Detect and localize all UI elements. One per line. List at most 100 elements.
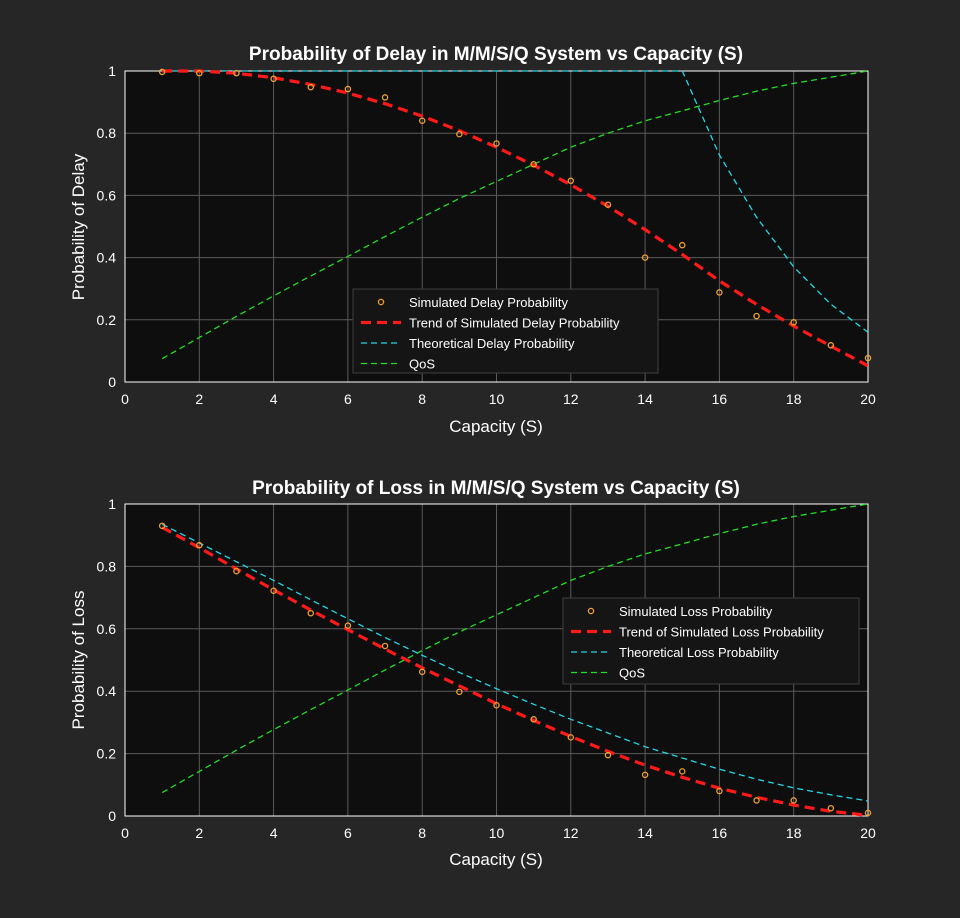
delay-series-trend-of-simulated-delay-probability	[162, 69, 868, 368]
delay-x-tick-label: 6	[344, 391, 352, 407]
loss-y-tick-label: 0.8	[97, 558, 117, 574]
delay-simulated-point	[233, 69, 240, 77]
loss-x-tick-label: 4	[270, 825, 278, 841]
delay-simulated-point	[307, 83, 314, 91]
loss-legend	[562, 597, 860, 685]
loss-simulated-point	[158, 522, 166, 530]
loss-chart-ylabel: Probability of Loss	[69, 591, 88, 730]
loss-x-tick-label: 20	[860, 825, 876, 841]
loss-x-tick-label: 14	[637, 825, 653, 841]
loss-y-tick-label: 0.2	[97, 746, 117, 762]
delay-x-tick-label: 18	[786, 391, 802, 407]
loss-simulated-point	[344, 622, 352, 629]
delay-series-qos	[161, 70, 868, 360]
loss-simulated-point	[716, 787, 723, 795]
loss-simulated-point	[493, 701, 500, 709]
loss-simulated-point	[604, 751, 612, 759]
delay-simulated-point	[604, 201, 612, 208]
delay-chart: Probability of Delay in M/M/S/Q System v…	[69, 44, 876, 436]
delay-simulated-point	[530, 161, 537, 168]
delay-y-tick-label: 0.8	[97, 125, 117, 141]
delay-x-tick-label: 14	[637, 391, 653, 407]
loss-x-tick-label: 8	[418, 825, 426, 841]
loss-chart-xlabel: Capacity (S)	[449, 850, 543, 869]
loss-y-tick-label: 0	[108, 808, 116, 824]
loss-simulated-point	[641, 771, 649, 779]
delay-chart-xlabel: Capacity (S)	[449, 417, 543, 436]
delay-legend-label: Simulated Delay Probability	[409, 295, 568, 310]
delay-simulated-point	[716, 289, 723, 296]
delay-legend-label: Trend of Simulated Delay Probability	[409, 316, 620, 331]
delay-simulated-point	[493, 140, 500, 147]
delay-y-tick-label: 1	[108, 63, 116, 79]
delay-y-tick-label: 0.6	[97, 187, 117, 203]
loss-simulated-point	[233, 567, 240, 575]
delay-simulated-point	[158, 68, 166, 76]
delay-legend-marker	[377, 298, 385, 306]
loss-simulated-point	[827, 804, 835, 812]
delay-series-theoretical-delay-probability	[162, 70, 868, 333]
delay-simulated-point	[827, 342, 835, 349]
loss-simulated-point	[790, 797, 797, 804]
loss-legend-label: Simulated Loss Probability	[619, 604, 773, 619]
loss-simulated-point	[753, 797, 760, 804]
loss-simulated-point	[381, 642, 389, 650]
loss-simulated-point	[196, 541, 203, 549]
loss-x-tick-label: 12	[563, 825, 579, 841]
delay-y-tick-label: 0	[108, 374, 116, 390]
loss-legend-marker	[587, 607, 595, 615]
delay-simulated-point	[418, 117, 426, 125]
loss-axes-box	[124, 503, 869, 817]
delay-simulated-point	[196, 69, 203, 77]
loss-simulated-point	[679, 768, 686, 775]
loss-series-trend-of-simulated-loss-probability	[161, 525, 868, 817]
delay-simulated-point	[753, 312, 760, 320]
loss-x-tick-label: 18	[786, 825, 802, 841]
loss-simulated-point	[456, 688, 463, 696]
loss-chart-title: Probability of Loss in M/M/S/Q System vs…	[252, 478, 740, 499]
delay-x-tick-label: 10	[489, 391, 505, 407]
loss-y-tick-label: 0.4	[97, 683, 117, 699]
delay-x-tick-label: 8	[418, 391, 426, 407]
delay-x-tick-label: 0	[121, 391, 129, 407]
loss-simulated-point	[307, 609, 314, 617]
loss-simulated-point	[530, 716, 537, 723]
loss-x-tick-label: 0	[121, 825, 129, 841]
loss-simulated-point	[864, 809, 872, 817]
delay-x-tick-label: 16	[712, 391, 728, 407]
loss-simulated-point	[270, 587, 277, 594]
loss-y-tick-label: 0.6	[97, 621, 117, 637]
loss-x-tick-label: 16	[712, 825, 728, 841]
delay-simulated-point	[270, 75, 277, 83]
delay-legend-label: QoS	[409, 357, 435, 372]
loss-simulated-point	[567, 734, 575, 741]
loss-simulated-point	[418, 668, 426, 676]
loss-legend-label: QoS	[619, 666, 645, 681]
delay-chart-ylabel: Probability of Delay	[69, 153, 88, 300]
delay-simulated-point	[790, 319, 797, 326]
loss-x-tick-label: 6	[344, 825, 352, 841]
loss-x-tick-label: 10	[489, 825, 505, 841]
delay-y-tick-label: 0.2	[97, 312, 117, 328]
delay-x-tick-label: 20	[860, 391, 876, 407]
delay-x-tick-label: 2	[195, 391, 203, 407]
delay-x-tick-label: 12	[563, 391, 579, 407]
loss-y-tick-label: 1	[108, 496, 116, 512]
delay-chart-title: Probability of Delay in M/M/S/Q System v…	[249, 44, 743, 65]
delay-legend	[352, 288, 659, 374]
loss-legend-label: Theoretical Loss Probability	[619, 645, 779, 660]
delay-x-tick-label: 4	[270, 391, 278, 407]
delay-simulated-point	[567, 177, 575, 185]
delay-simulated-point	[679, 241, 686, 249]
loss-series-qos	[161, 503, 868, 794]
delay-legend-label: Theoretical Delay Probability	[409, 336, 575, 351]
loss-x-tick-label: 2	[195, 825, 203, 841]
delay-simulated-point	[864, 354, 872, 362]
delay-simulated-point	[344, 85, 352, 93]
delay-simulated-point	[641, 254, 649, 261]
delay-simulated-point	[381, 94, 389, 101]
loss-series-theoretical-loss-probability	[161, 523, 868, 802]
loss-legend-label: Trend of Simulated Loss Probability	[619, 625, 824, 640]
loss-chart: Probability of Loss in M/M/S/Q System vs…	[69, 478, 876, 869]
